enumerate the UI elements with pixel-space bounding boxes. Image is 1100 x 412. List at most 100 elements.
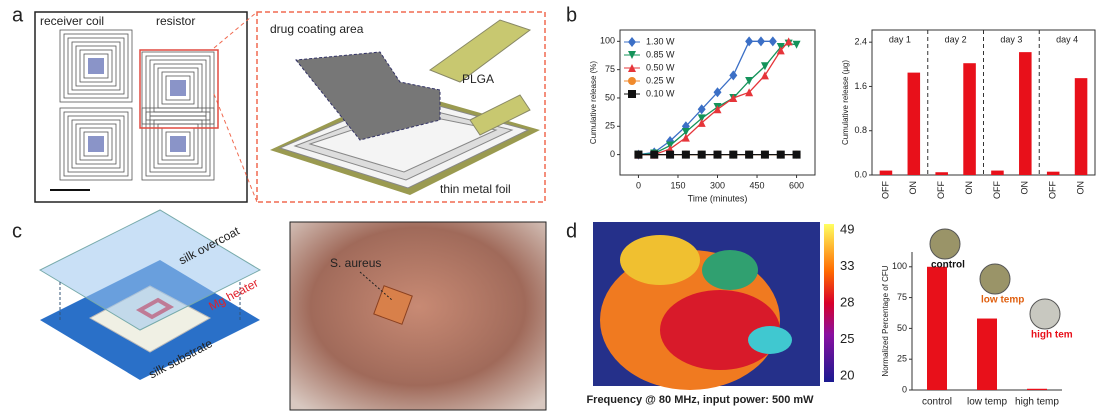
y-axis-label: Cumulative release (%) [589,61,598,144]
annotation: control [931,260,965,271]
marker [666,151,674,159]
marker [650,151,658,159]
marker [793,151,801,159]
series-line [638,44,796,155]
x-tick-label: 600 [789,180,804,190]
bar [908,73,921,175]
y-tick-label: 50 [897,323,907,333]
legend-label: 1.30 W [646,36,675,46]
annotation: high tem [1031,330,1073,341]
marker [777,151,785,159]
marker [761,71,769,79]
coil-pad [170,80,186,96]
colorbar [824,224,834,382]
y-axis-label: Cumulative release (μg) [841,60,850,145]
x-tick-label: ON [1075,181,1085,195]
group-label: day 3 [1000,34,1022,44]
annotation: thin metal foil [440,182,511,196]
marker [682,151,690,159]
bar [1075,78,1088,175]
group-label: day 4 [1056,34,1078,44]
y-axis-label: Normalized Percentage of CFU [881,265,890,376]
x-tick-label: OFF [880,181,890,199]
marker [698,151,706,159]
petri-dish [1030,299,1060,329]
x-tick-label: OFF [1048,181,1058,199]
annotation: receiver coil [40,14,104,28]
legend-marker [628,77,636,85]
group-label: day 2 [945,34,967,44]
photo-frame [35,12,247,202]
y-tick-label: 50 [605,92,615,102]
thermal-region [748,326,792,354]
bar [880,171,893,175]
x-tick-label: low temp [967,397,1007,408]
x-tick-label: OFF [936,181,946,199]
y-tick-label: 1.6 [854,81,867,91]
y-tick-label: 25 [605,121,615,131]
x-tick-label: control [922,397,952,408]
x-tick-label: ON [908,181,918,195]
panel-label: a [12,4,24,26]
marker [634,151,642,159]
annotation: resistor [156,14,195,28]
y-tick-label: 0 [902,384,907,394]
annotation: PLGA [462,72,494,86]
y-tick-label: 0.0 [854,169,867,179]
petri-dish [930,229,960,259]
marker [761,151,769,159]
colorbar-tick-label: 33 [840,258,854,273]
coil-pad [88,58,104,74]
y-tick-label: 100 [892,261,907,271]
x-tick-label: ON [1020,181,1030,195]
colorbar-tick-label: 28 [840,294,854,309]
marker [769,36,777,46]
thermal-region [702,250,758,290]
colorbar-tick-label: 20 [840,367,854,382]
annotation: drug coating area [270,22,364,36]
bar [963,63,976,175]
legend-label: 0.85 W [646,49,675,59]
x-tick-label: high temp [1015,397,1059,408]
bar [991,171,1004,175]
coil-pad [88,136,104,152]
y-tick-label: 75 [605,64,615,74]
coil-pad [170,136,186,152]
x-tick-label: 300 [710,180,725,190]
marker [757,36,765,46]
y-tick-label: 0 [610,149,615,159]
x-tick-label: OFF [992,181,1002,199]
panel-label: d [566,220,577,242]
annotation: S. aureus [330,256,381,270]
bar [977,319,997,390]
y-tick-label: 100 [600,36,615,46]
bar [1047,172,1060,175]
bar [927,267,947,390]
x-tick-label: 0 [636,180,641,190]
y-tick-label: 75 [897,292,907,302]
colorbar-tick-label: 25 [840,331,854,346]
panel-label: c [12,220,22,242]
legend-marker [628,37,636,47]
legend-label: 0.10 W [646,88,675,98]
colorbar-tick-label: 49 [840,221,854,236]
group-label: day 1 [889,34,911,44]
petri-dish [980,264,1010,294]
panel-label: b [566,4,577,26]
x-tick-label: 150 [670,180,685,190]
x-tick-label: 450 [750,180,765,190]
marker [745,36,753,46]
x-axis-label: Time (minutes) [688,193,748,203]
annotation: low temp [981,295,1024,306]
legend-marker [628,90,636,98]
figure: a b c d receiver coil resistor drug coat… [0,0,1100,412]
colorbar-ticks: 49 33 28 25 20 [840,221,854,382]
y-tick-label: 2.4 [854,37,867,47]
y-tick-label: 0.8 [854,125,867,135]
legend-label: 0.50 W [646,62,675,72]
bar [1027,389,1047,390]
x-tick-label: ON [964,181,974,195]
bar [935,172,948,175]
marker [745,151,753,159]
thermal-region [620,235,700,285]
